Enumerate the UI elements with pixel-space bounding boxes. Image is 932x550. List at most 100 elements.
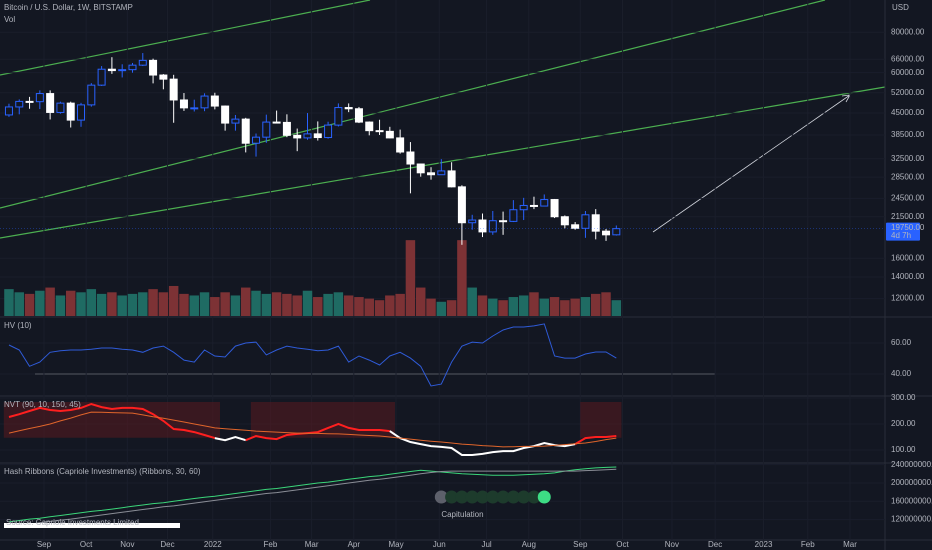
y-tick-label: 38500.00: [891, 130, 925, 139]
candle-body: [457, 186, 466, 224]
candle-body: [612, 228, 621, 236]
volume-bar: [179, 293, 189, 316]
candle-body: [221, 105, 230, 124]
x-tick-label: Mar: [305, 540, 319, 549]
x-tick-label: Jul: [481, 540, 491, 549]
volume-bar: [405, 240, 416, 316]
volume-bar: [580, 297, 591, 316]
volume-bar: [415, 287, 426, 316]
grid: [0, 0, 885, 540]
channel-line: [0, 86, 886, 239]
candles: [4, 53, 621, 245]
candle-body: [272, 121, 281, 124]
candle-body: [107, 68, 116, 72]
volume-bar: [488, 298, 498, 316]
candle-body: [66, 102, 75, 121]
candle-body: [334, 107, 343, 126]
volume-bar: [189, 295, 199, 316]
x-tick-label: Dec: [160, 540, 174, 549]
volume-bar: [343, 295, 354, 316]
pane-title: Hash Ribbons (Capriole Investments) (Rib…: [4, 467, 201, 476]
volume-bar: [168, 285, 179, 316]
volume-bar: [549, 297, 560, 316]
volume-bar: [230, 295, 241, 316]
pane-subtitle: Vol: [4, 15, 15, 24]
candle-body: [396, 137, 405, 153]
volume-bar: [271, 292, 282, 316]
candle-body: [169, 78, 178, 101]
candle-body: [478, 219, 487, 233]
candle-body: [519, 204, 528, 211]
y-tick-label: 80000.00: [891, 27, 925, 36]
candle-body: [35, 93, 44, 103]
candle-body: [262, 121, 271, 138]
line: [8, 411, 617, 448]
candle-body: [77, 104, 86, 121]
line-segment: [8, 402, 216, 440]
volume-bar: [96, 293, 107, 316]
volume-bar: [282, 293, 292, 316]
signal-marker: [537, 490, 551, 504]
candle-body: [87, 84, 96, 106]
y-tick-label: 66000.00: [891, 54, 925, 63]
x-tick-label: Aug: [522, 540, 536, 549]
candle-body: [437, 170, 446, 176]
candle-body: [179, 99, 188, 109]
volume-bar: [251, 290, 261, 316]
candle-body: [149, 59, 158, 76]
volume-bar: [76, 292, 86, 316]
x-tick-label: Nov: [120, 540, 134, 549]
candle-body: [468, 219, 477, 224]
volume-bar: [333, 292, 344, 316]
signal-marker: [506, 490, 520, 504]
candle-body: [447, 170, 456, 188]
y-tick-label: 240000000.00: [891, 460, 932, 469]
candle-body: [241, 118, 250, 144]
x-tick-label: Oct: [80, 540, 93, 549]
volume-bar: [14, 292, 24, 316]
pane-title: HV (10): [4, 321, 32, 330]
channel-line: [0, 0, 826, 209]
candle-body: [602, 230, 611, 236]
volume-bar: [302, 290, 313, 316]
x-tick-label: Dec: [708, 540, 722, 549]
candle-body: [46, 93, 55, 113]
volume-bar: [457, 240, 467, 316]
y-tick-label: 40.00: [891, 369, 912, 378]
signal-marker: [465, 490, 479, 504]
candle-body: [252, 136, 261, 144]
volume-bar: [55, 295, 66, 316]
price-tag: [886, 222, 920, 241]
x-tick-label: Feb: [264, 540, 278, 549]
candle-body: [15, 100, 24, 108]
signal-marker: [486, 490, 500, 504]
y-tick-label: 32500.00: [891, 154, 925, 163]
candle-body: [375, 130, 384, 133]
line-segment: [245, 422, 390, 442]
y-tick-label: 160000000.00: [891, 496, 932, 505]
x-tick-label: 2022: [204, 540, 222, 549]
candle-body: [97, 68, 106, 86]
candle-body: [540, 199, 549, 207]
volume-bar: [508, 297, 519, 316]
y-tick-label: 45000.00: [891, 108, 925, 117]
candle-body: [293, 134, 302, 139]
candle-body: [231, 118, 240, 124]
line-segment: [214, 435, 246, 442]
candle-body: [591, 214, 600, 232]
price-tag-countdown: 4d 7h: [891, 231, 911, 240]
volume-bar: [477, 295, 488, 316]
x-tick-label: Apr: [348, 540, 361, 549]
y-tick-label: 16000.00: [891, 253, 925, 262]
candle-body: [529, 204, 538, 207]
volume-bar: [4, 289, 14, 316]
volume-bar: [539, 298, 549, 316]
volume-bar: [158, 292, 169, 316]
volume-bar: [426, 298, 436, 316]
candle-body: [365, 121, 374, 132]
y-tick-label: 14000.00: [891, 272, 925, 281]
candle-body: [354, 108, 363, 123]
candle-body: [118, 69, 127, 72]
volume-bar: [138, 292, 148, 316]
